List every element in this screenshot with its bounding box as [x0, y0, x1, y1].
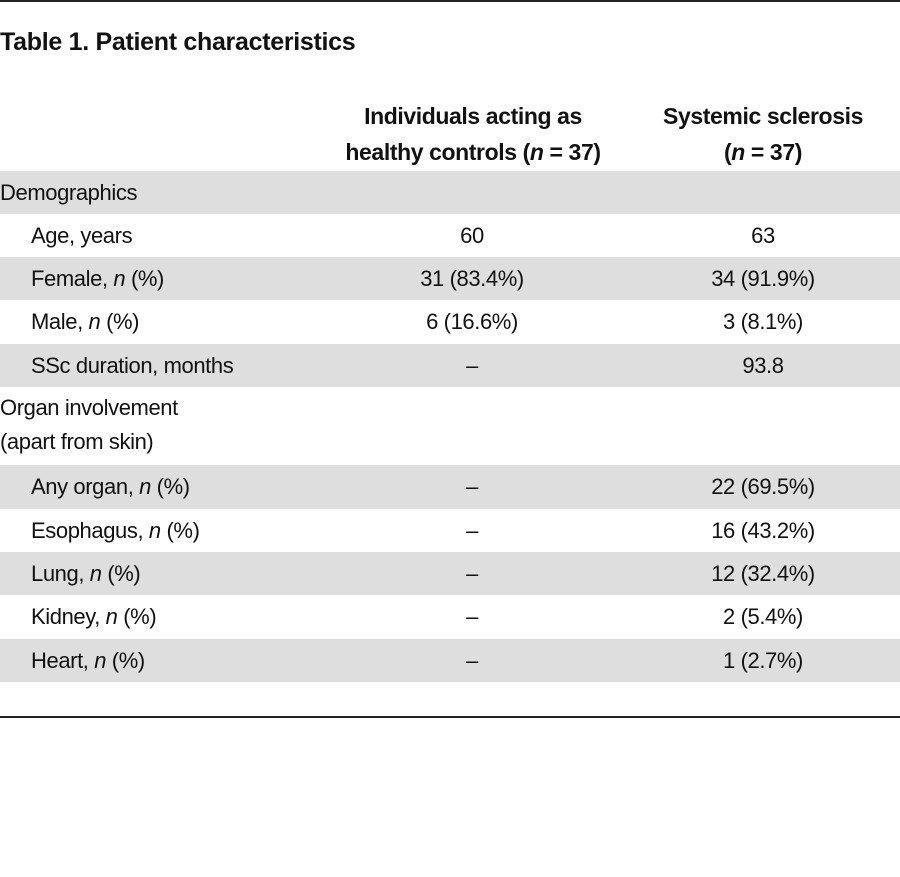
bottom-rule [0, 716, 900, 718]
table-row-heart: Heart, n (%) – 1 (2.7%) [0, 639, 900, 682]
column-header-healthy-controls: Individuals acting as healthy controls (… [345, 103, 601, 165]
table-row-kidney: Kidney, n (%) – 2 (5.4%) [31, 604, 803, 629]
table-row-male: Male, n (%) 6 (16.6%) 3 (8.1%) [31, 309, 803, 334]
top-rule [0, 0, 900, 2]
table-row-any-organ: Any organ, n (%) – 22 (69.5%) [0, 465, 900, 509]
section-row-organ-involvement: Organ involvement (apart from skin) [0, 395, 178, 454]
table-row-esophagus: Esophagus, n (%) – 16 (43.2%) [31, 518, 815, 543]
column-header-systemic-sclerosis: Systemic sclerosis (n = 37) [663, 103, 863, 165]
table-row-female: Female, n (%) 31 (83.4%) 34 (91.9%) [0, 257, 900, 300]
table-title: Table 1. Patient characteristics [0, 28, 356, 56]
table-row-ssc-duration: SSc duration, months – 93.8 [0, 344, 900, 387]
table-row-age: Age, years 60 63 [31, 223, 775, 248]
table-row-lung: Lung, n (%) – 12 (32.4%) [0, 552, 900, 595]
section-row-demographics: Demographics [0, 171, 900, 214]
